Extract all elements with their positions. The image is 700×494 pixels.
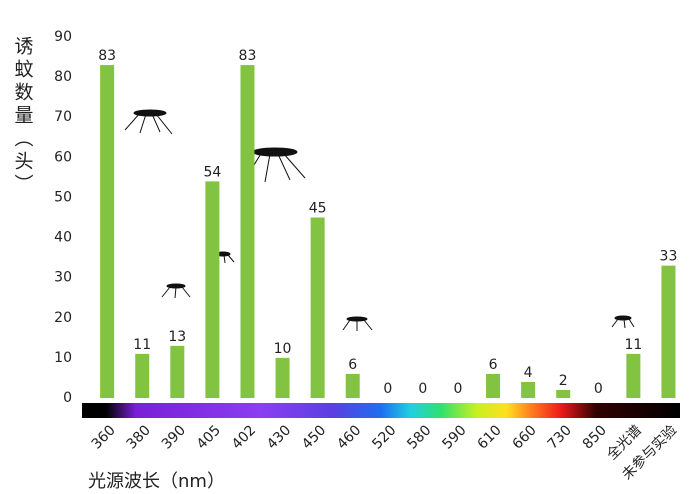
x-tick-label: 390: [159, 422, 189, 452]
y-tick-label: 80: [54, 69, 72, 85]
mosquito-decoration: [124, 109, 635, 331]
data-label: 54: [203, 164, 221, 180]
data-label: 11: [624, 337, 642, 353]
bar: [240, 65, 255, 399]
x-tick-label: 405: [194, 422, 224, 452]
x-tick-label: 580: [404, 422, 434, 452]
data-label: 83: [239, 48, 257, 64]
y-axis-label: 诱蚊数量（头）: [12, 36, 34, 197]
x-tick-label: 360: [89, 422, 119, 452]
bar: [275, 357, 290, 398]
x-tick-label: 730: [545, 422, 575, 452]
x-tick-label: 850: [580, 422, 610, 452]
data-label: 0: [454, 381, 463, 397]
x-tick-label: 450: [299, 422, 329, 452]
bar: [135, 353, 150, 398]
y-tick-label: 10: [54, 350, 72, 366]
data-label: 0: [594, 381, 603, 397]
bar: [661, 265, 676, 398]
data-label: 10: [274, 341, 292, 357]
bar: [345, 373, 360, 398]
y-tick-label: 90: [54, 29, 72, 45]
data-label: 33: [660, 249, 678, 265]
y-tick-label: 0: [63, 390, 72, 406]
x-tick-label: 610: [474, 422, 504, 452]
data-label: 0: [418, 381, 427, 397]
spectrum-bar: [82, 403, 680, 418]
y-tick-label: 70: [54, 109, 72, 125]
x-tick-label: 590: [439, 422, 469, 452]
y-tick-label: 60: [54, 149, 72, 165]
data-label: 6: [489, 357, 498, 373]
bar: [486, 373, 501, 398]
data-label: 6: [348, 357, 357, 373]
data-label: 4: [524, 365, 533, 381]
y-tick-label: 50: [54, 189, 72, 205]
y-tick-label: 20: [54, 310, 72, 326]
data-label: 2: [559, 373, 568, 389]
bar: [556, 389, 571, 398]
data-label: 11: [133, 337, 151, 353]
bar: [626, 353, 641, 398]
x-tick-label: 402: [229, 422, 259, 452]
bar: [310, 217, 325, 398]
x-axis-label: 光源波长（nm）: [88, 471, 225, 492]
x-tick-label: 460: [334, 422, 364, 452]
bar: [205, 181, 220, 398]
x-tick-label: 520: [369, 422, 399, 452]
data-label: 83: [98, 48, 116, 64]
data-label: 13: [168, 329, 186, 345]
y-tick-label: 40: [54, 230, 72, 246]
x-tick-label: 430: [264, 422, 294, 452]
y-tick-label: 30: [54, 270, 72, 286]
x-tick-label: 660: [510, 422, 540, 452]
bar: [170, 345, 185, 398]
x-tick-label: 380: [124, 422, 154, 452]
bar: [521, 381, 536, 398]
bar: [100, 65, 115, 399]
data-label: 45: [309, 201, 327, 217]
data-label: 0: [383, 381, 392, 397]
